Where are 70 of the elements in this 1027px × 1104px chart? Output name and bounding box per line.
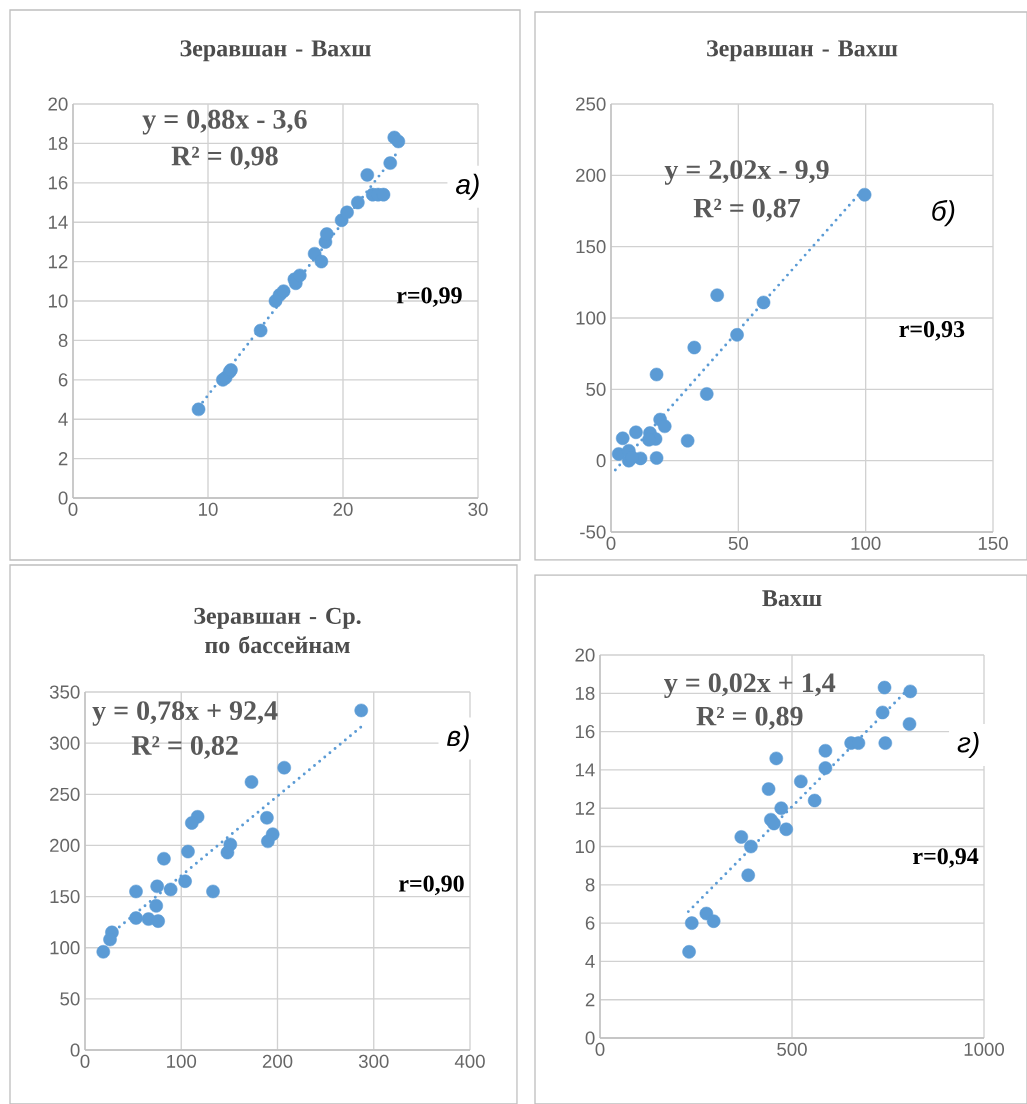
y-tick-label: 4 (58, 412, 68, 426)
y-tick-label: 18 (48, 136, 68, 151)
x-tick-label: 200 (262, 1054, 293, 1068)
annotation: r=0,90 (398, 875, 464, 896)
annotation: R² = 0,82 (131, 736, 238, 759)
x-tick-label: 30 (468, 502, 488, 516)
y-tick-label: 250 (576, 97, 606, 111)
y-tick-label: 350 (49, 685, 80, 699)
y-tick-label: 12 (575, 801, 595, 815)
annotation: y = 0,78x + 92,4 (92, 701, 278, 726)
y-tick-label: 100 (50, 941, 80, 955)
annotation: г) (957, 731, 979, 759)
x-tick-label: 50 (728, 536, 748, 550)
y-tick-label: 200 (50, 838, 80, 853)
y-tick-label: 6 (58, 373, 68, 387)
y-tick-label: -50 (580, 525, 606, 539)
y-tick-label: 8 (58, 333, 68, 348)
y-tick-label: 4 (585, 954, 595, 968)
y-tick-label: 14 (575, 763, 595, 777)
x-tick-label: 20 (333, 502, 353, 516)
x-tick-label: 150 (978, 536, 1008, 550)
x-tick-label: 10 (199, 502, 218, 516)
annotation: r=0,93 (899, 321, 965, 341)
y-tick-label: 10 (575, 839, 595, 854)
annotation: в) (447, 725, 469, 752)
y-tick-label: 16 (575, 724, 595, 739)
y-tick-label: 300 (49, 736, 80, 750)
y-tick-label: 150 (50, 889, 80, 904)
y-tick-label: 100 (576, 311, 606, 325)
y-tick-label: 200 (576, 168, 606, 182)
x-tick-label: 0 (606, 536, 616, 550)
y-tick-label: 6 (585, 916, 595, 930)
x-tick-label: 300 (358, 1054, 389, 1068)
y-tick-label: 0 (596, 454, 606, 468)
y-tick-label: 12 (48, 255, 68, 269)
y-tick-label: 0 (58, 491, 68, 505)
x-tick-label: 100 (167, 1054, 197, 1068)
chart-title: Зеравшан - Вахш (180, 40, 371, 62)
y-tick-label: 16 (48, 176, 68, 190)
annotation: y = 2,02x - 9,9 (664, 160, 829, 185)
annotation: r=0,94 (913, 848, 979, 868)
annotation: r=0,99 (396, 287, 462, 307)
y-tick-label: 8 (585, 878, 595, 892)
chart-title: Вахш (762, 590, 822, 607)
y-tick-label: 50 (60, 992, 80, 1006)
x-tick-label: 400 (454, 1054, 485, 1068)
x-tick-label: 0 (80, 1054, 90, 1068)
annotation: y = 0,88x - 3,6 (142, 109, 307, 135)
y-tick-label: 250 (50, 787, 80, 801)
y-tick-label: 2 (585, 993, 595, 1007)
x-tick-label: 500 (777, 1042, 807, 1056)
annotation: R² = 0,87 (693, 198, 801, 222)
y-tick-label: 18 (575, 686, 595, 700)
x-tick-label: 1000 (964, 1042, 1005, 1056)
y-tick-label: 0 (585, 1031, 595, 1045)
annotation: R² = 0,89 (696, 706, 803, 730)
y-tick-label: 150 (576, 240, 606, 254)
chart-title: Зеравшан - Вахш (707, 40, 898, 62)
chart-title: Зеравшан - Ср. по бассейнам (194, 607, 361, 654)
y-tick-label: 20 (575, 648, 595, 662)
x-tick-label: 100 (851, 536, 881, 550)
annotation: y = 0,02x + 1,4 (664, 673, 836, 698)
y-tick-label: 14 (48, 215, 68, 229)
annotation: а) (456, 173, 479, 200)
annotation: R² = 0,98 (171, 146, 278, 170)
y-tick-label: 2 (58, 452, 68, 466)
annotation: б) (932, 199, 955, 227)
y-tick-label: 20 (48, 97, 68, 111)
y-tick-label: 10 (48, 294, 68, 308)
y-tick-label: 50 (586, 382, 606, 396)
